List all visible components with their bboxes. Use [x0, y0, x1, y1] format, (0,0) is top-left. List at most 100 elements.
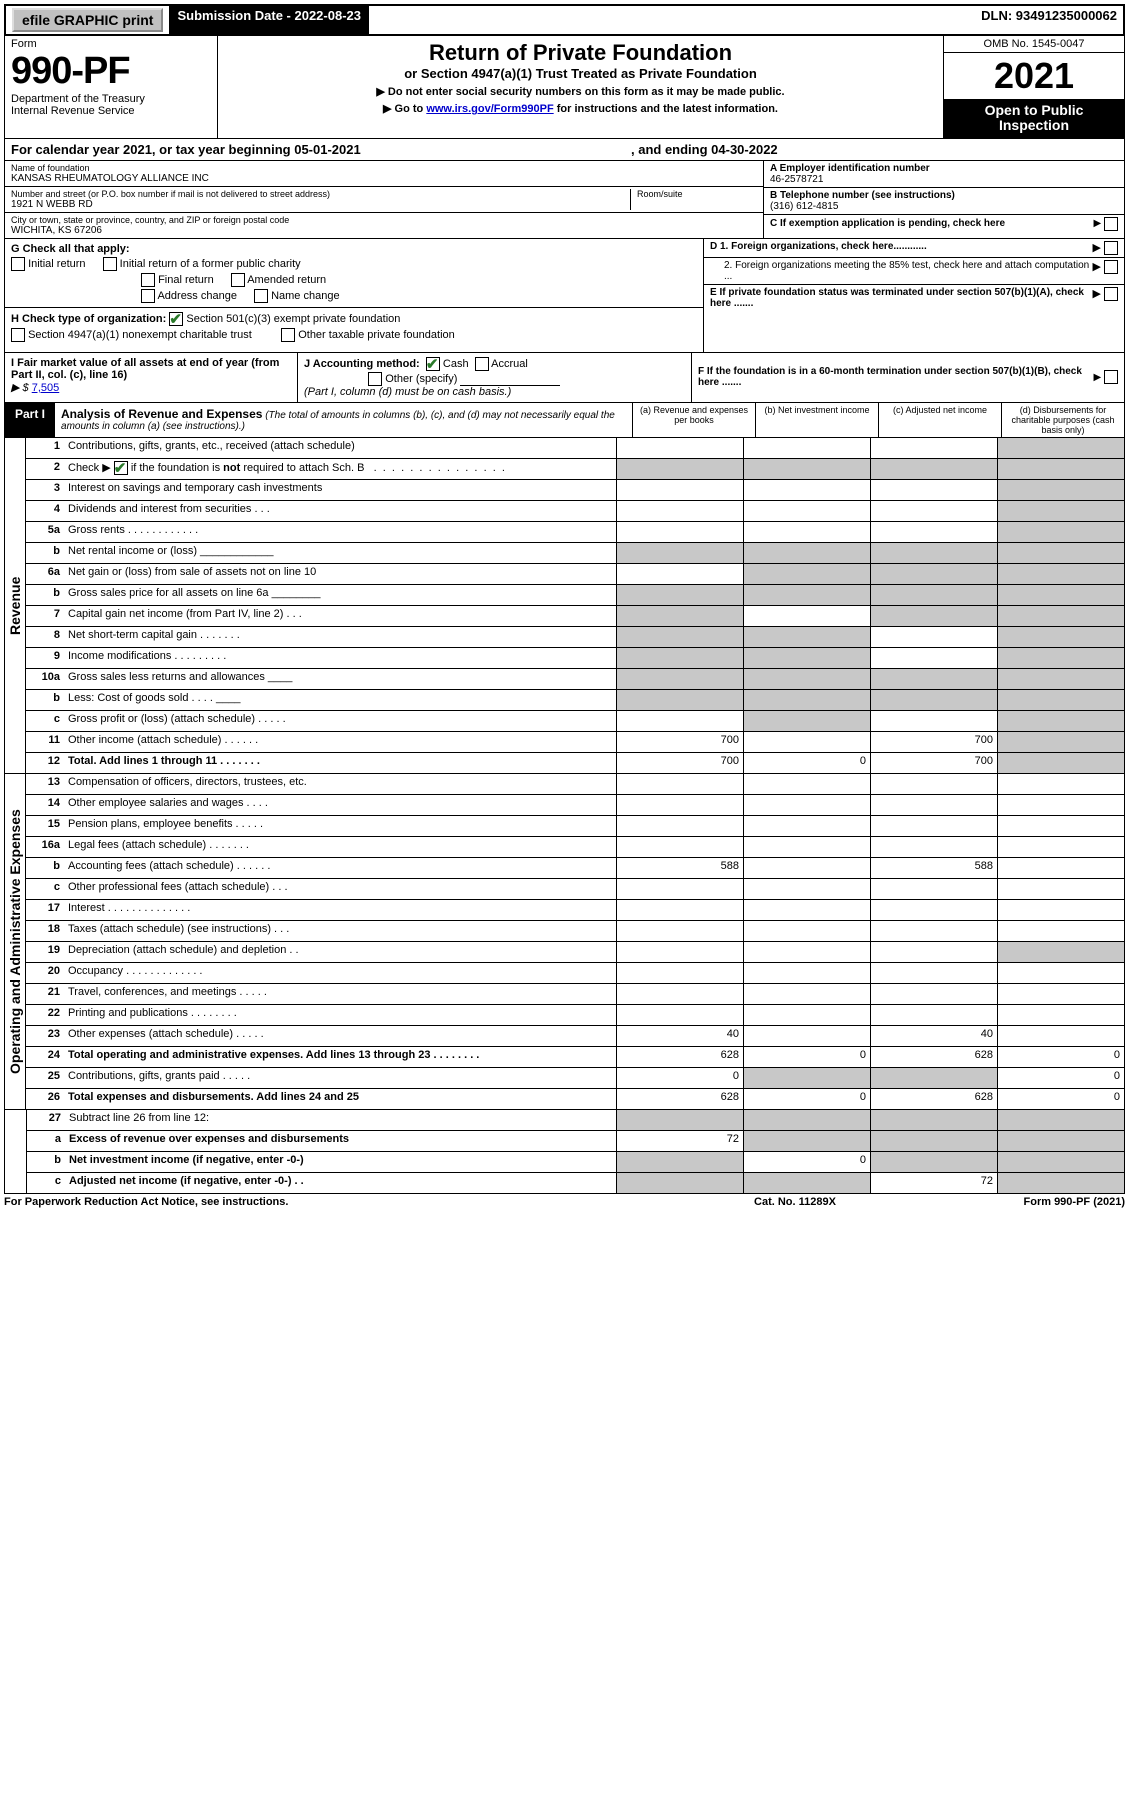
value-cell-b [743, 858, 870, 878]
value-cell-c [870, 774, 997, 794]
footer-mid: Cat. No. 11289X [665, 1196, 925, 1208]
value-cell-d [997, 1005, 1124, 1025]
value-cell-b [743, 1068, 870, 1088]
footer-right: Form 990-PF (2021) [925, 1196, 1125, 1208]
line-text: Less: Cost of goods sold . . . . ____ [64, 690, 616, 710]
line-number: 8 [26, 627, 64, 647]
line-number: 24 [26, 1047, 64, 1067]
line-row: 9Income modifications . . . . . . . . . [26, 648, 1124, 669]
j-section: J Accounting method: Cash Accrual Other … [298, 353, 692, 402]
g-address-change[interactable] [141, 289, 155, 303]
line-text: Gross profit or (loss) (attach schedule)… [64, 711, 616, 731]
value-cell-c [870, 963, 997, 983]
value-cell-a: 588 [616, 858, 743, 878]
d1-checkbox[interactable] [1104, 241, 1118, 255]
line-row: 22Printing and publications . . . . . . … [26, 1005, 1124, 1026]
value-cell-d [997, 1026, 1124, 1046]
d2-checkbox[interactable] [1104, 260, 1118, 274]
efile-button[interactable]: efile GRAPHIC print [12, 8, 163, 32]
value-cell-c [870, 669, 997, 689]
fmv-value[interactable]: 7,505 [32, 382, 60, 394]
value-cell-a [616, 585, 743, 605]
value-cell-d [997, 459, 1124, 479]
line-number: 23 [26, 1026, 64, 1046]
j-accrual[interactable] [475, 357, 489, 371]
value-cell-c: 628 [870, 1047, 997, 1067]
line-text: Travel, conferences, and meetings . . . … [64, 984, 616, 1004]
line-row: 10aGross sales less returns and allowanc… [26, 669, 1124, 690]
instr-2: ▶ Go to www.irs.gov/Form990PF for instru… [226, 102, 935, 115]
j-cash[interactable] [426, 357, 440, 371]
g-amended-return[interactable] [231, 273, 245, 287]
top-bar: efile GRAPHIC print Submission Date - 20… [4, 4, 1125, 36]
value-cell-d [997, 543, 1124, 563]
e-checkbox[interactable] [1104, 287, 1118, 301]
value-cell-c [870, 627, 997, 647]
form-link[interactable]: www.irs.gov/Form990PF [426, 103, 553, 115]
line-row: 12Total. Add lines 1 through 11 . . . . … [26, 753, 1124, 773]
value-cell-d [997, 795, 1124, 815]
part1-desc: Analysis of Revenue and Expenses (The to… [55, 403, 633, 437]
instr-1: ▶ Do not enter social security numbers o… [226, 85, 935, 98]
d2-text: 2. Foreign organizations meeting the 85%… [710, 260, 1092, 282]
value-cell-d [997, 942, 1124, 962]
value-cell-d [997, 816, 1124, 836]
value-cell-c: 588 [870, 858, 997, 878]
value-cell-d [997, 858, 1124, 878]
g-name-change[interactable] [254, 289, 268, 303]
value-cell-a: 700 [616, 753, 743, 773]
j-other[interactable] [368, 372, 382, 386]
line-number: b [26, 858, 64, 878]
value-cell-b [743, 1026, 870, 1046]
value-cell-d [997, 837, 1124, 857]
value-cell-b [743, 480, 870, 500]
line-row: 20Occupancy . . . . . . . . . . . . . [26, 963, 1124, 984]
footer-left: For Paperwork Reduction Act Notice, see … [4, 1196, 665, 1208]
g-initial-return[interactable] [11, 257, 25, 271]
revenue-section: Revenue 1Contributions, gifts, grants, e… [4, 438, 1125, 774]
line-number: 5a [26, 522, 64, 542]
line-number: 2 [26, 459, 64, 479]
line-number: 25 [26, 1068, 64, 1088]
value-cell-d [997, 585, 1124, 605]
h-4947[interactable] [11, 328, 25, 342]
value-cell-c [870, 1131, 997, 1151]
line-text: Gross rents . . . . . . . . . . . . [64, 522, 616, 542]
value-cell-a: 0 [616, 1068, 743, 1088]
line-row: cAdjusted net income (if negative, enter… [27, 1173, 1124, 1193]
value-cell-d [997, 774, 1124, 794]
line-row: 16aLegal fees (attach schedule) . . . . … [26, 837, 1124, 858]
line2-checkbox[interactable] [114, 461, 128, 475]
value-cell-c [870, 648, 997, 668]
value-cell-a [616, 564, 743, 584]
line-text: Other employee salaries and wages . . . … [64, 795, 616, 815]
value-cell-c [870, 900, 997, 920]
value-cell-b [743, 984, 870, 1004]
h-other-taxable[interactable] [281, 328, 295, 342]
value-cell-a [616, 816, 743, 836]
line-number: 19 [26, 942, 64, 962]
f-checkbox[interactable] [1104, 370, 1118, 384]
value-cell-d [997, 522, 1124, 542]
h-501c3[interactable] [169, 312, 183, 326]
value-cell-d [997, 1110, 1124, 1130]
line-row: 14Other employee salaries and wages . . … [26, 795, 1124, 816]
line-row: 17Interest . . . . . . . . . . . . . . [26, 900, 1124, 921]
col-c-head: (c) Adjusted net income [879, 403, 1002, 437]
value-cell-d [997, 564, 1124, 584]
cal-year-begin: For calendar year 2021, or tax year begi… [11, 142, 631, 157]
value-cell-b [743, 942, 870, 962]
value-cell-a [616, 438, 743, 458]
value-cell-a [616, 627, 743, 647]
line-text: Adjusted net income (if negative, enter … [65, 1173, 616, 1193]
value-cell-c: 628 [870, 1089, 997, 1109]
line-number: 26 [26, 1089, 64, 1109]
g-initial-public[interactable] [103, 257, 117, 271]
g-final-return[interactable] [141, 273, 155, 287]
line-row: 18Taxes (attach schedule) (see instructi… [26, 921, 1124, 942]
value-cell-a [616, 711, 743, 731]
line-number: 7 [26, 606, 64, 626]
line-number: c [26, 879, 64, 899]
street-address: 1921 N WEBB RD [11, 199, 630, 210]
c-checkbox[interactable] [1104, 217, 1118, 231]
